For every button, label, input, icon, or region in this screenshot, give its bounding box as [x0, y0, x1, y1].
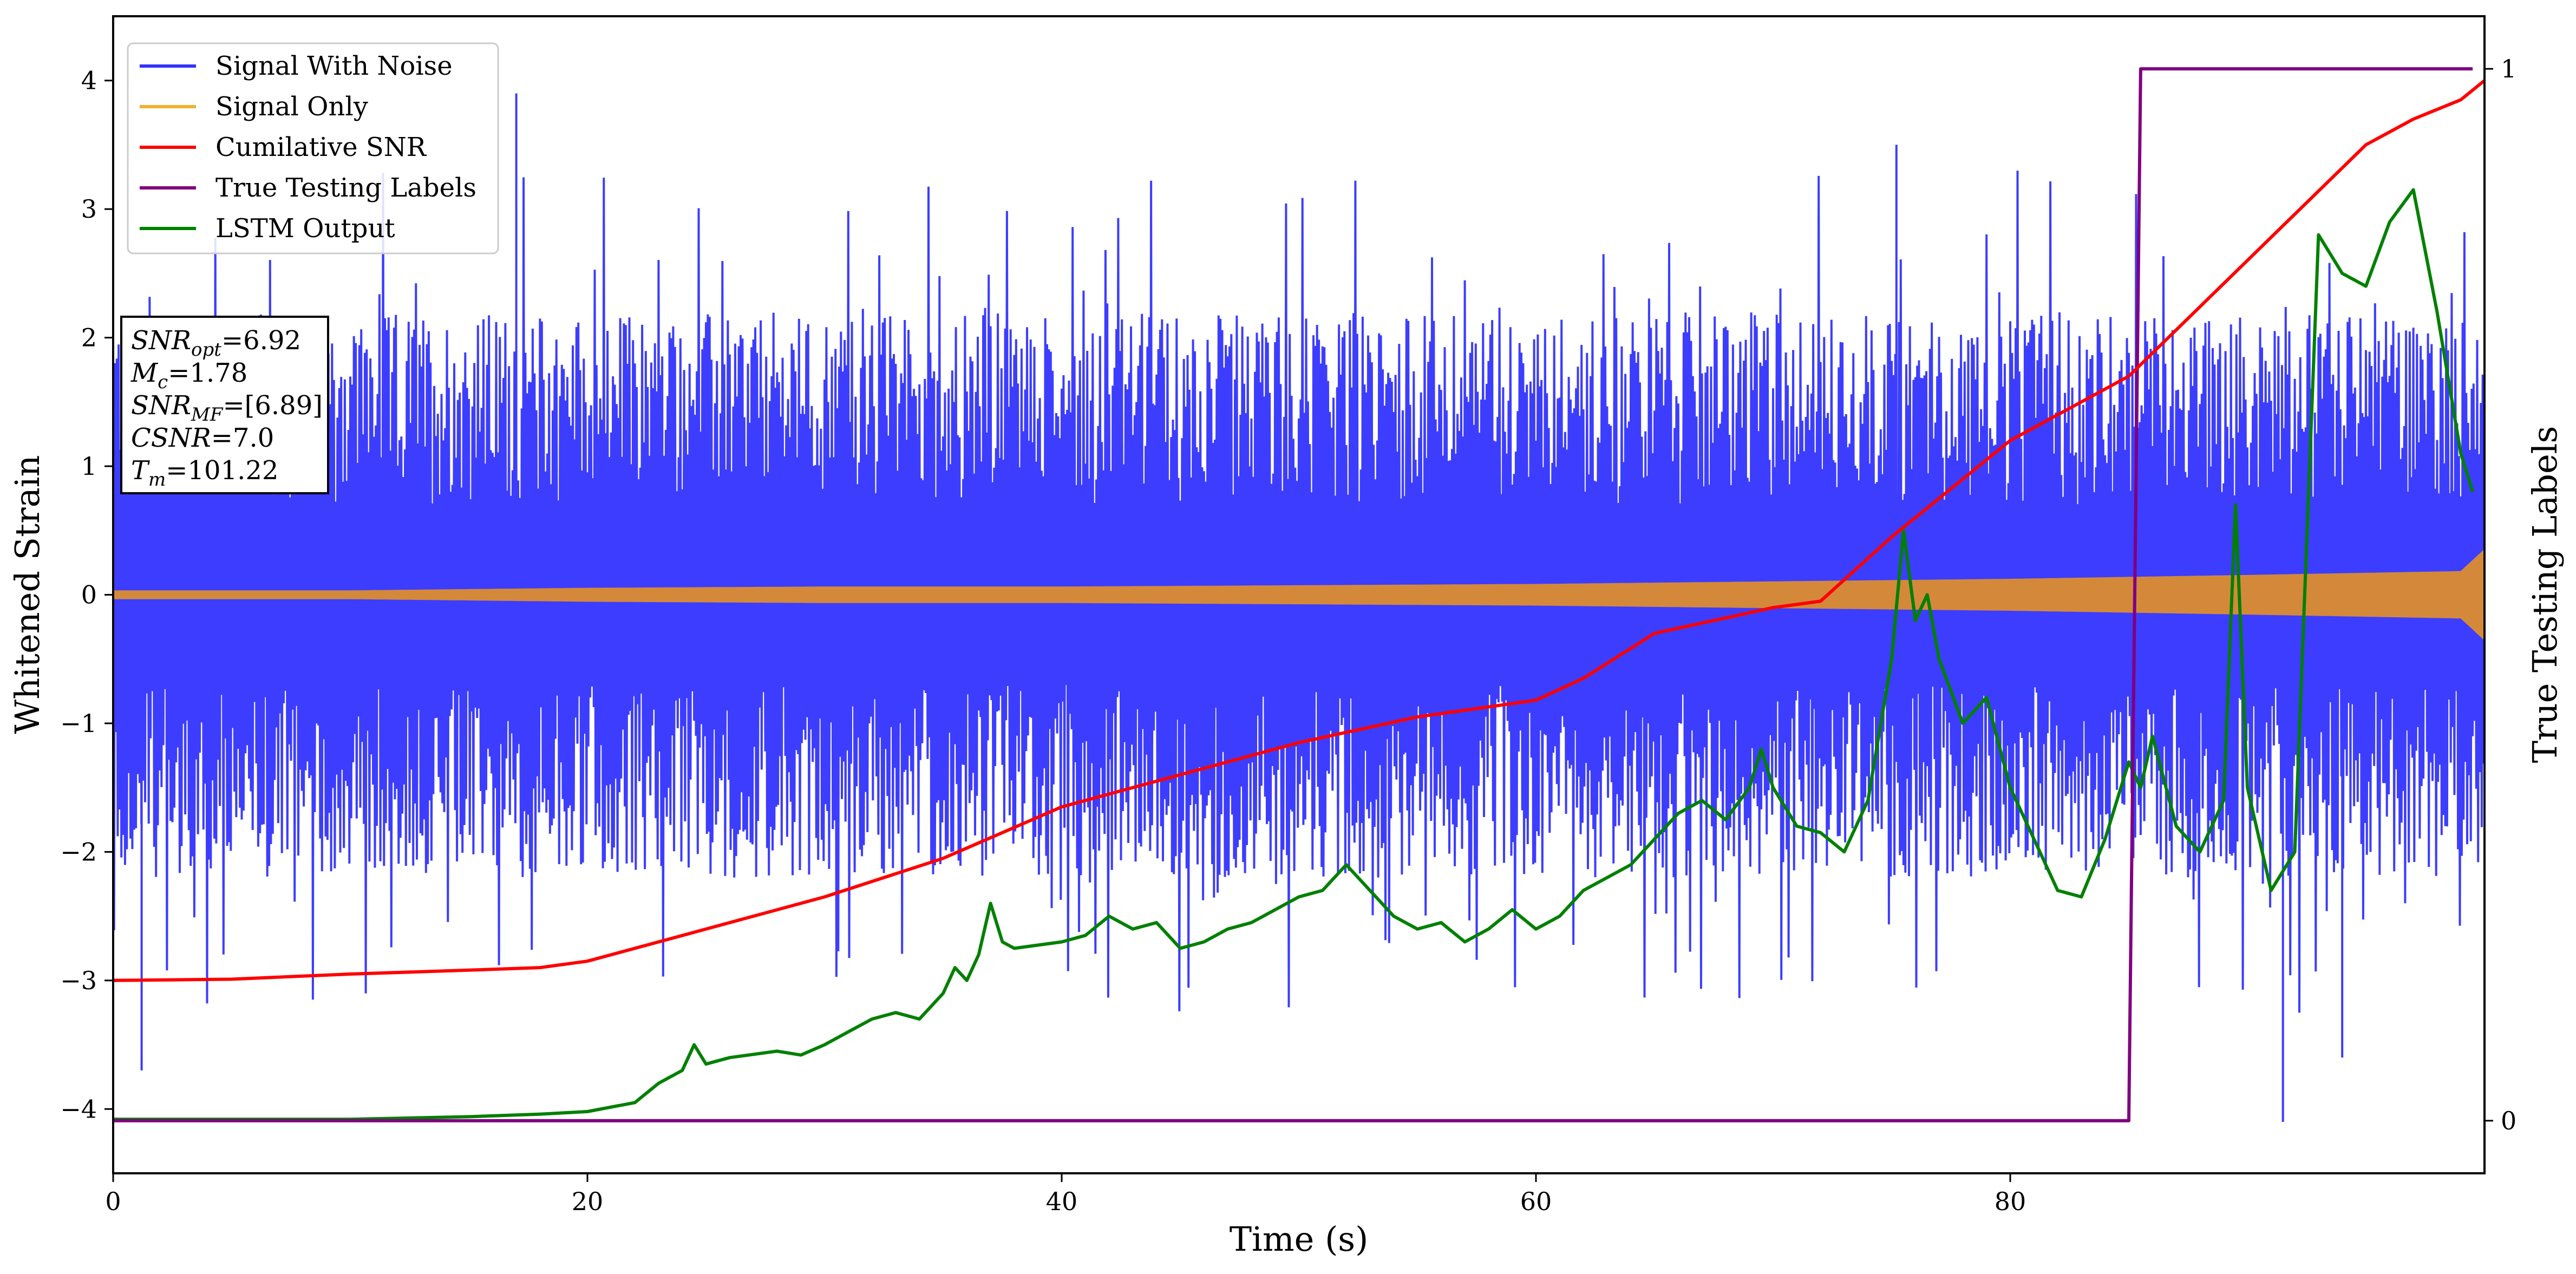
x-tick-label: 60: [1520, 1187, 1552, 1216]
x-tick-label: 80: [1995, 1187, 2026, 1216]
signal-with-noise-line: [112, 93, 2486, 1122]
snr-opt-text: SNRopt=6.92: [131, 325, 301, 361]
y-tick-label: −3: [60, 966, 97, 995]
x-axis-title: Time (s): [1230, 1219, 1369, 1259]
y-tick-label: 0: [81, 580, 97, 610]
legend-label: LSTM Output: [215, 213, 395, 244]
y2-tick-label: 0: [2501, 1106, 2516, 1135]
cumulative-snr-line: [113, 79, 2486, 982]
y-tick-label: 1: [81, 452, 97, 481]
y-axis-title: Whitened Strain: [8, 455, 47, 734]
x-tick-label: 40: [1046, 1187, 1078, 1216]
legend-label: Signal With Noise: [215, 51, 453, 81]
y-tick-label: 4: [81, 66, 97, 95]
y-tick-label: 2: [81, 323, 97, 352]
legend-label: True Testing Labels: [215, 173, 476, 203]
snr-mf-text: SNRMF=[6.89]: [131, 390, 323, 426]
y-tick-label: −4: [60, 1094, 97, 1123]
legend-label: Signal Only: [215, 92, 368, 122]
y-tick-label: 3: [81, 194, 97, 224]
legend-label: Cumilative SNR: [215, 132, 427, 162]
info-box-frame: [120, 316, 329, 494]
info-box: SNRopt=6.92 Mc=1.78 SNRMF=[6.89] CSNR=7.…: [120, 316, 329, 494]
y-tick-label: −1: [60, 709, 97, 738]
y-axis-right: 01: [2485, 54, 2516, 1135]
chirp-mass-text: Mc=1.78: [130, 358, 247, 393]
signal-with-noise-series: [112, 93, 2486, 1122]
csnr-text: CSNR=7.0: [131, 423, 274, 453]
y2-axis-title: True Testing Labels: [2525, 426, 2565, 763]
legend-frame: [127, 42, 499, 254]
y2-tick-label: 1: [2501, 54, 2516, 83]
x-tick-label: 0: [105, 1187, 121, 1216]
x-axis: 0 20 40 60 80: [105, 1173, 2026, 1216]
merger-time-text: Tm=101.22: [131, 455, 278, 491]
lstm-output-line: [113, 188, 2474, 1121]
line-series-layer: [113, 67, 2486, 1122]
true-testing-labels-line: [113, 67, 2473, 1122]
x-tick-label: 20: [572, 1187, 604, 1216]
y-axis-left: −4 −3 −2 −1 0 1 2 3 4: [60, 66, 113, 1123]
legend: Signal With Noise Signal Only Cumilative S…: [127, 42, 499, 254]
y-tick-label: −2: [60, 837, 97, 866]
